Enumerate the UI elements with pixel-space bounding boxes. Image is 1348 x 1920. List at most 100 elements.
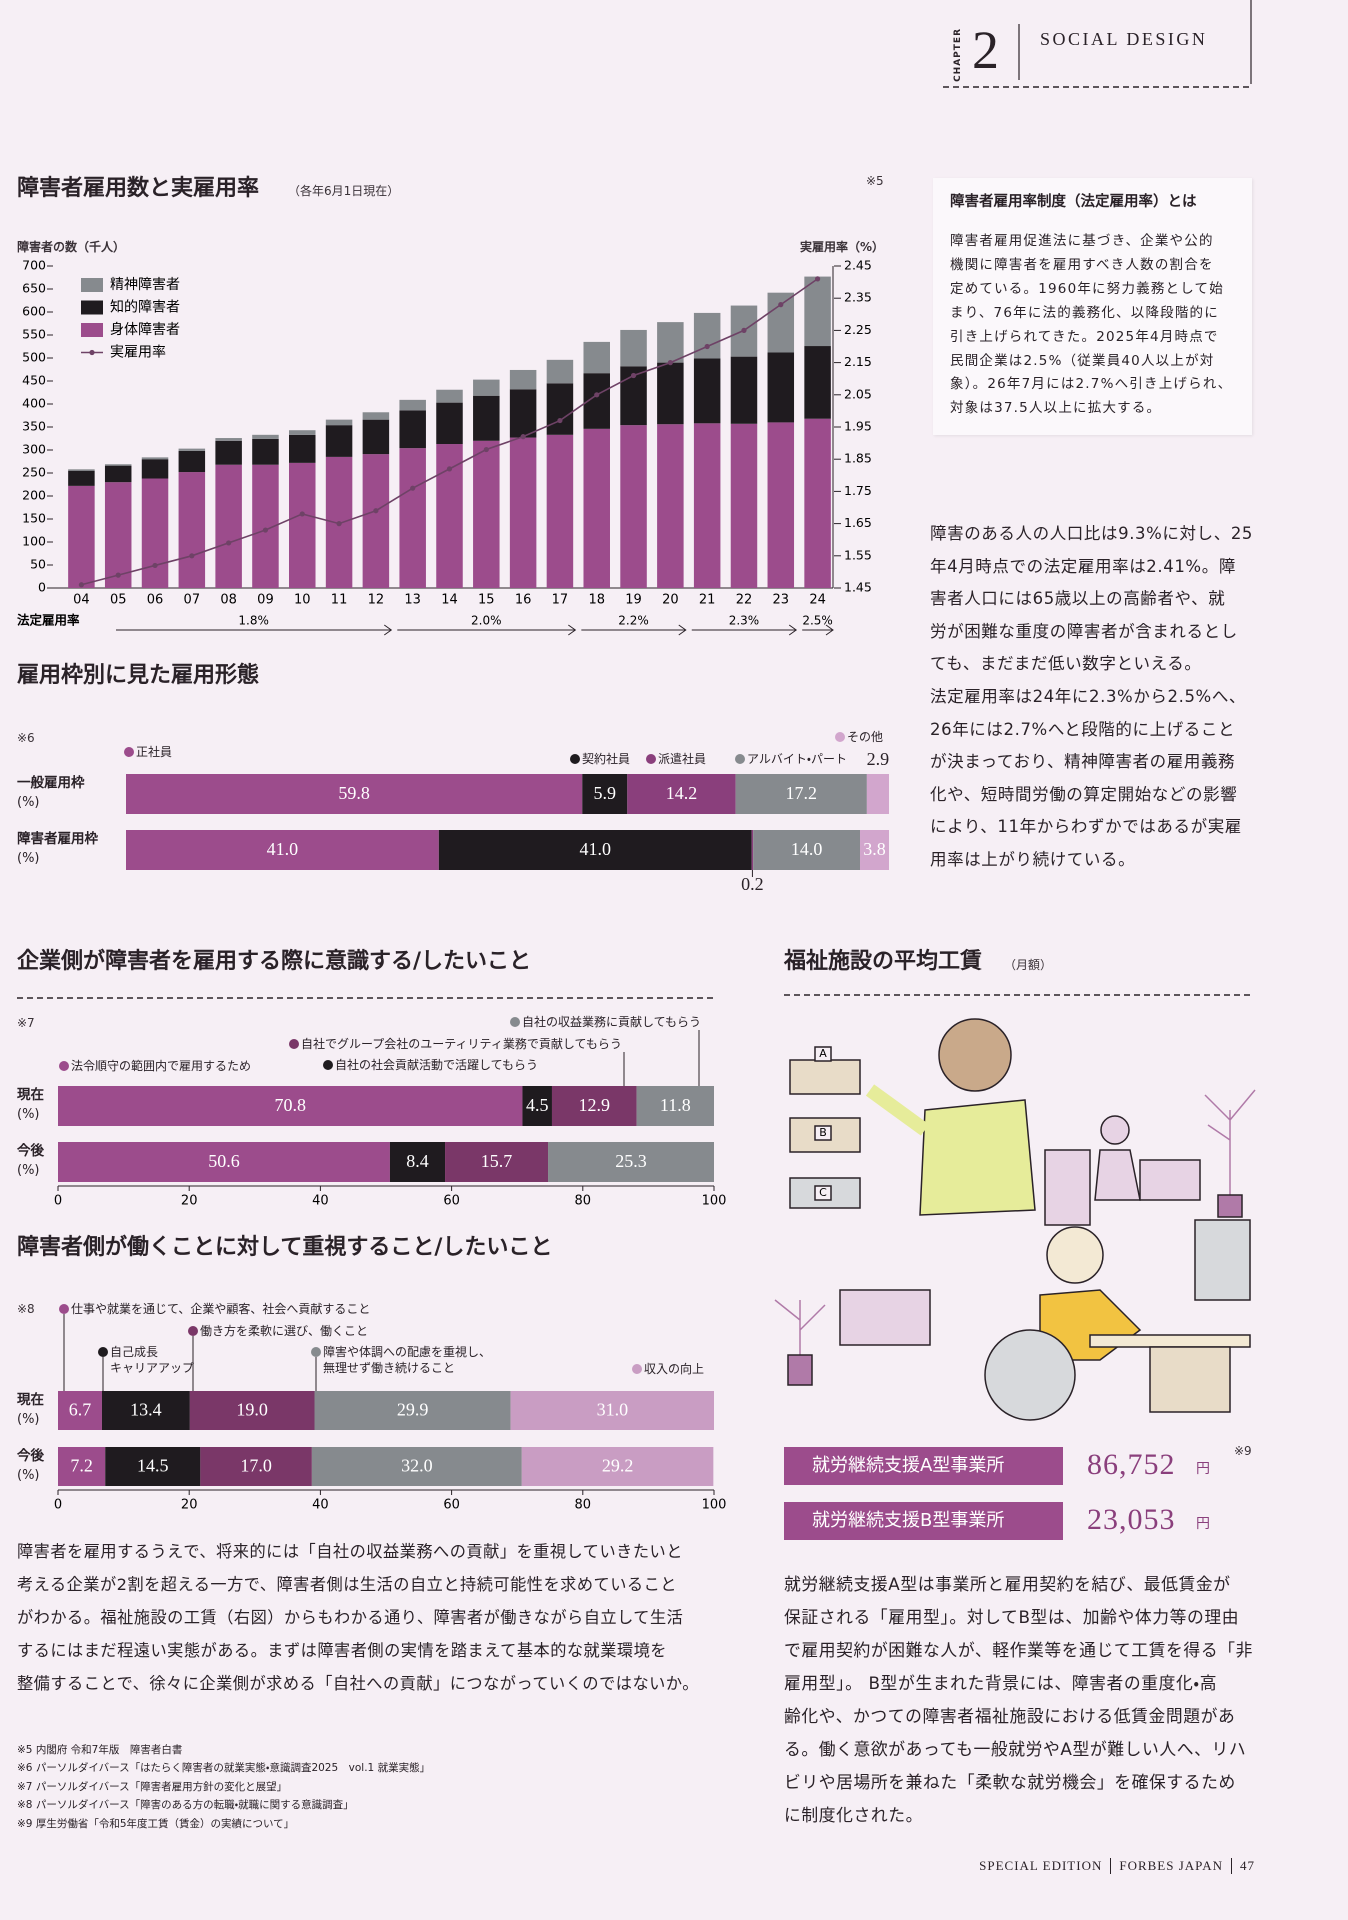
x-tick-label: 14 (441, 593, 458, 608)
y2-tick-label: 2.35 (844, 290, 872, 305)
x-tick-label: 100 (702, 1194, 727, 1209)
chapter-number: 2 (972, 20, 999, 80)
rate-point (78, 582, 85, 588)
legend-label: 自社の社会貢献活動で活躍してもらう (335, 1058, 539, 1072)
legend-label: 実雇用率 (110, 345, 166, 361)
legend-label: アルバイト・パート (747, 752, 847, 766)
illustration (774, 1018, 1256, 1421)
legend-label: 自社でグループ会社のユーティリティ業務で貢献してもらう (301, 1037, 622, 1051)
footnote: ※7 パーソルダイバース「障害者雇用方針の変化と展望」 (17, 1781, 288, 1793)
bar-segment (657, 322, 684, 363)
legal-rate-label: 法定雇用率 (17, 613, 80, 628)
x-tick-label: 40 (312, 1498, 329, 1513)
bar-segment (58, 1142, 390, 1182)
bar-segment (68, 470, 95, 486)
legend-dot (570, 754, 580, 764)
value-label: 11.8 (660, 1095, 691, 1115)
x-tick-label: 19 (625, 593, 642, 608)
value-label: 5.9 (594, 783, 617, 803)
legend-dot (289, 1039, 299, 1049)
y-axis-label: 障害者の数（千人） (17, 240, 126, 254)
legend-dot (735, 754, 745, 764)
bar-segment (627, 774, 736, 814)
bar-segment (730, 356, 758, 424)
rate-point (189, 553, 195, 559)
rate-point (667, 360, 673, 366)
worker-head (1100, 1115, 1130, 1145)
x-tick-label: 24 (809, 593, 826, 608)
y-tick-label: 400 (22, 396, 46, 411)
x-tick-label: 60 (443, 1194, 460, 1209)
legend-label: 障害や体調への配慮を重視し、 無理せず働き続けること (323, 1345, 492, 1375)
legend-dot (632, 1364, 642, 1374)
bar-segment (101, 1391, 190, 1430)
bar-segment (620, 425, 647, 588)
pot (1217, 1194, 1243, 1218)
y-tick-label: 100 (22, 534, 46, 549)
tray (789, 1059, 861, 1095)
bar-segment (252, 438, 279, 465)
sidebar-title: 障害者雇用率制度（法定雇用率）とは (950, 194, 1197, 210)
value-label: 25.3 (615, 1151, 647, 1171)
source-note: ※9 (1234, 1444, 1252, 1458)
bar-segment (473, 379, 500, 396)
legend-label: 収入の向上 (644, 1362, 705, 1376)
rate-point (262, 527, 269, 533)
pot (787, 1354, 813, 1386)
bar-segment (325, 425, 353, 457)
bar-segment (546, 434, 574, 588)
value-label: 2.9 (867, 749, 890, 769)
bar-segment (362, 412, 390, 420)
bar-segment (693, 358, 721, 424)
bar-segment (105, 1447, 201, 1486)
bar-segment (509, 369, 537, 390)
x-tick-label: 0 (54, 1498, 62, 1513)
bar-segment (362, 419, 390, 455)
footnote: ※9 厚生労働省「令和5年度工賃（賃金）の実績について」 (17, 1818, 295, 1830)
bar-segment (866, 774, 889, 814)
chapter-label: CHAPTER (953, 28, 963, 82)
bar-segment (189, 1391, 315, 1430)
rate-point (741, 327, 747, 333)
illustration-label: B (819, 1126, 827, 1139)
bar-segment (473, 440, 500, 588)
bar-segment (636, 1086, 714, 1126)
bar-segment (582, 774, 628, 814)
rate-point (520, 434, 526, 440)
x-tick-label: 100 (702, 1498, 727, 1513)
x-tick-label: 80 (575, 1194, 592, 1209)
y2-tick-label: 1.85 (844, 451, 872, 466)
person-body (919, 1099, 1036, 1216)
legal-rate-arrow (383, 624, 393, 636)
row-unit: (%) (17, 1411, 40, 1427)
x-tick-label: 80 (575, 1498, 592, 1513)
rate-point (778, 302, 784, 308)
bar-segment (583, 428, 610, 588)
y2-tick-label: 1.95 (844, 419, 872, 434)
bar-segment (657, 362, 684, 425)
bar-segment (546, 383, 574, 435)
row-label: 障害者雇用枠 (17, 831, 98, 847)
worker-body (1094, 1149, 1141, 1201)
bar-segment (68, 485, 95, 588)
source-note: ※7 (17, 1016, 35, 1030)
desk (1089, 1334, 1251, 1348)
legend-label: 仕事や就業を通じて、企業や顧客、社会へ貢献すること (71, 1302, 371, 1316)
bar-segment (126, 830, 439, 870)
wage-label-box (784, 1502, 1063, 1540)
x-tick-label: 08 (220, 593, 237, 608)
legend-dot (98, 1347, 108, 1357)
sidebar-box (933, 178, 1252, 435)
legal-rate-value: 2.5% (802, 614, 833, 628)
legal-rate-value: 2.0% (471, 614, 502, 628)
legend-dot (59, 1304, 69, 1314)
wages-text: 就労継続支援A型は事業所と雇用契約を結び、最低賃金が 保証される「雇用型」。対し… (784, 1574, 1253, 1825)
rate-point (483, 446, 489, 453)
y2-tick-label: 1.45 (844, 580, 872, 595)
footer-page: 47 (1231, 1858, 1255, 1874)
chart-subtitle: （各年6月1日現在） (288, 184, 400, 198)
bar-segment (583, 341, 610, 374)
y-tick-label: 600 (22, 304, 46, 319)
x-tick-label: 16 (515, 593, 532, 608)
bar-segment (551, 1086, 637, 1126)
